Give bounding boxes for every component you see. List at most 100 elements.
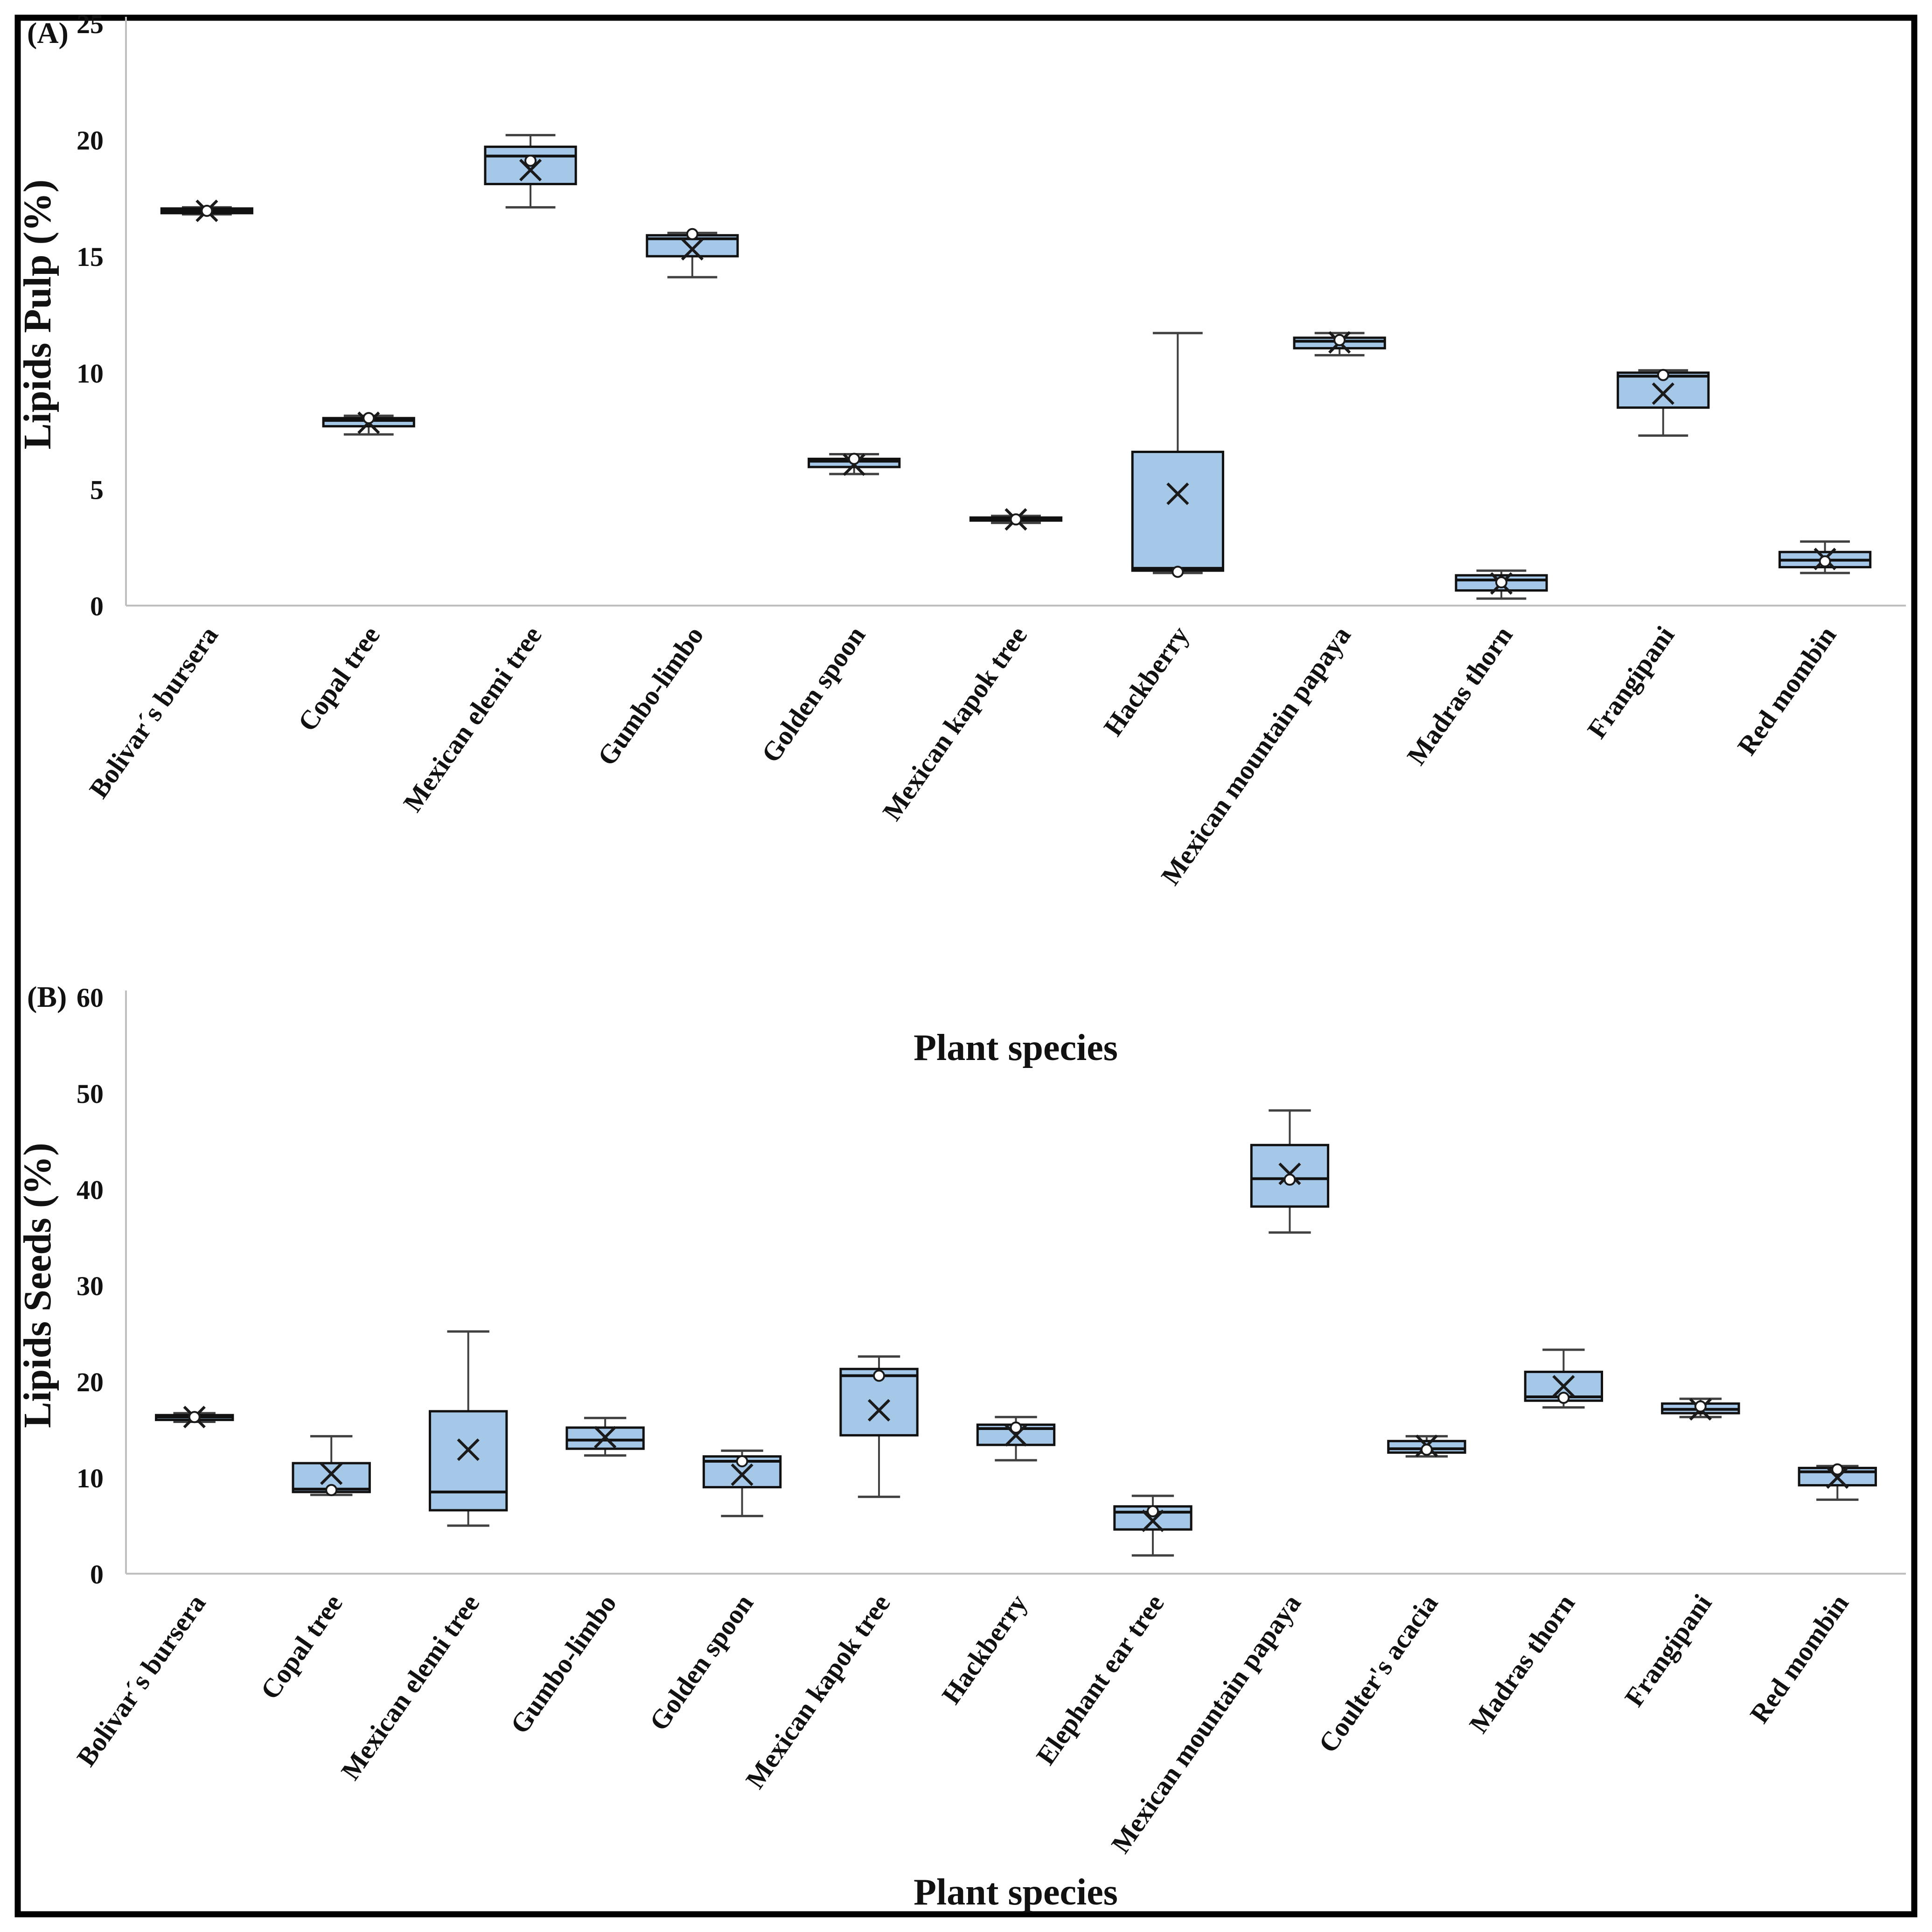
panel-b: (B) Lipids Seeds (%) 0 10 20 30 40 50 60 Boliva… <box>16 980 1906 1913</box>
box-plot <box>292 1435 371 1496</box>
panel-b-plot-area: 0 10 20 30 40 50 60 Bolivar´s bursera Copal tree… <box>71 983 1906 1859</box>
y-tick-label: 5 <box>90 474 104 505</box>
panel-b-label: (B) <box>27 980 67 1013</box>
category-label: Coulter's acacia <box>1312 1589 1444 1758</box>
iqr-box <box>1131 451 1224 572</box>
y-tick-label: 40 <box>77 1175 104 1205</box>
outlier-point <box>1010 1421 1022 1434</box>
outlier-point <box>1557 1392 1570 1404</box>
outlier-point <box>524 154 537 167</box>
y-tick-label: 30 <box>77 1271 104 1301</box>
outlier-point <box>188 1411 201 1423</box>
category-label: Mexican kapok tree <box>877 621 1033 826</box>
outlier-point <box>1283 1173 1296 1186</box>
box-plot <box>1778 540 1872 574</box>
panel-b-y-axis-title: Lipids Seeds (%) <box>16 1143 59 1428</box>
category-label: Bolivar´s bursera <box>71 1589 212 1772</box>
category-label: Elephant ear tree <box>1030 1589 1170 1770</box>
mean-x-marker <box>519 159 542 181</box>
box-plot <box>839 1355 919 1498</box>
mean-x-marker <box>1552 1375 1575 1398</box>
outlier-point <box>363 412 375 425</box>
outlier-point <box>1333 334 1346 346</box>
outlier-point <box>1420 1444 1433 1456</box>
outlier-point <box>1010 513 1022 526</box>
box-plot <box>484 134 577 209</box>
category-label: Hackberry <box>936 1589 1033 1709</box>
box-plot <box>565 1416 645 1457</box>
iqr-box <box>428 1410 508 1512</box>
y-tick-label: 0 <box>90 591 104 621</box>
mean-x-marker <box>681 238 704 261</box>
outlier-point <box>1819 555 1831 568</box>
mean-x-marker <box>1826 1466 1849 1489</box>
panel-b-x-axis-title: Plant species <box>914 1872 1118 1913</box>
category-label: Madras thorn <box>1401 621 1519 770</box>
category-label: Bolivar´s bursera <box>83 621 224 803</box>
box-plot <box>702 1449 782 1517</box>
box-plot <box>1798 1463 1877 1501</box>
y-tick-label: 10 <box>77 358 104 389</box>
mean-x-marker <box>1141 1509 1165 1532</box>
category-label: Frangipani <box>1581 621 1680 744</box>
panel-a-x-axis-title: Plant species <box>914 1027 1118 1068</box>
outlier-point <box>1831 1463 1844 1476</box>
box-plot <box>1455 569 1548 600</box>
outlier-point <box>1657 369 1669 381</box>
box-plot <box>1250 1109 1330 1234</box>
category-label: Golden spoon <box>643 1589 759 1736</box>
mean-x-marker <box>1004 1424 1027 1447</box>
y-tick-label: 0 <box>90 1559 104 1590</box>
box-plot <box>976 1416 1056 1462</box>
category-label: Madras thorn <box>1463 1589 1581 1738</box>
outlier-point <box>325 1484 338 1496</box>
panel-a-label: (A) <box>27 16 69 49</box>
mean-x-marker <box>867 1399 891 1422</box>
category-label: Hackberry <box>1098 621 1195 741</box>
category-label: Mexican mountain papaya <box>1155 621 1357 890</box>
outlier-point <box>1495 576 1507 589</box>
category-label: Red mombin <box>1731 621 1842 760</box>
outlier-point <box>1172 565 1184 578</box>
box-plot <box>1293 331 1386 356</box>
outlier-point <box>848 453 860 465</box>
box-plot <box>1131 332 1224 578</box>
mean-x-marker <box>1652 382 1674 405</box>
category-label: Mexican kapok tree <box>739 1589 896 1794</box>
y-tick-label: 25 <box>77 9 104 39</box>
box-plot <box>808 453 901 476</box>
box-plot <box>428 1330 508 1527</box>
category-label: Copal tree <box>254 1589 348 1705</box>
y-tick-label: 10 <box>77 1463 104 1493</box>
figure-border <box>14 14 1918 1918</box>
box-plot <box>646 228 739 279</box>
outlier-point <box>201 204 213 217</box>
y-tick-label: 20 <box>77 126 104 156</box>
outlier-point <box>736 1455 748 1467</box>
category-label: Mexican elemi tree <box>397 621 547 817</box>
y-tick-label: 50 <box>77 1079 104 1109</box>
y-tick-label: 15 <box>77 242 104 272</box>
outlier-point <box>1694 1400 1707 1413</box>
box-plot <box>969 508 1063 531</box>
mean-x-marker <box>1166 482 1189 505</box>
category-label: Frangipani <box>1618 1589 1717 1712</box>
y-tick-label: 20 <box>77 1367 104 1397</box>
category-label: Copal tree <box>292 621 385 737</box>
mean-x-marker <box>593 1426 617 1449</box>
outlier-point <box>873 1369 886 1382</box>
box-plot <box>1387 1434 1466 1458</box>
mean-x-marker <box>320 1462 343 1485</box>
category-label: Golden spoon <box>755 621 871 768</box>
panel-a-y-axis-title: Lipids Pulp (%) <box>16 180 59 450</box>
outlier-point <box>1146 1505 1159 1518</box>
outlier-point <box>686 228 698 240</box>
y-tick-label: 60 <box>77 983 104 1013</box>
box-plot <box>155 1406 234 1429</box>
category-label: Red mombin <box>1744 1589 1855 1729</box>
category-label: Mexican elemi tree <box>335 1589 485 1786</box>
box-plot <box>160 199 254 222</box>
